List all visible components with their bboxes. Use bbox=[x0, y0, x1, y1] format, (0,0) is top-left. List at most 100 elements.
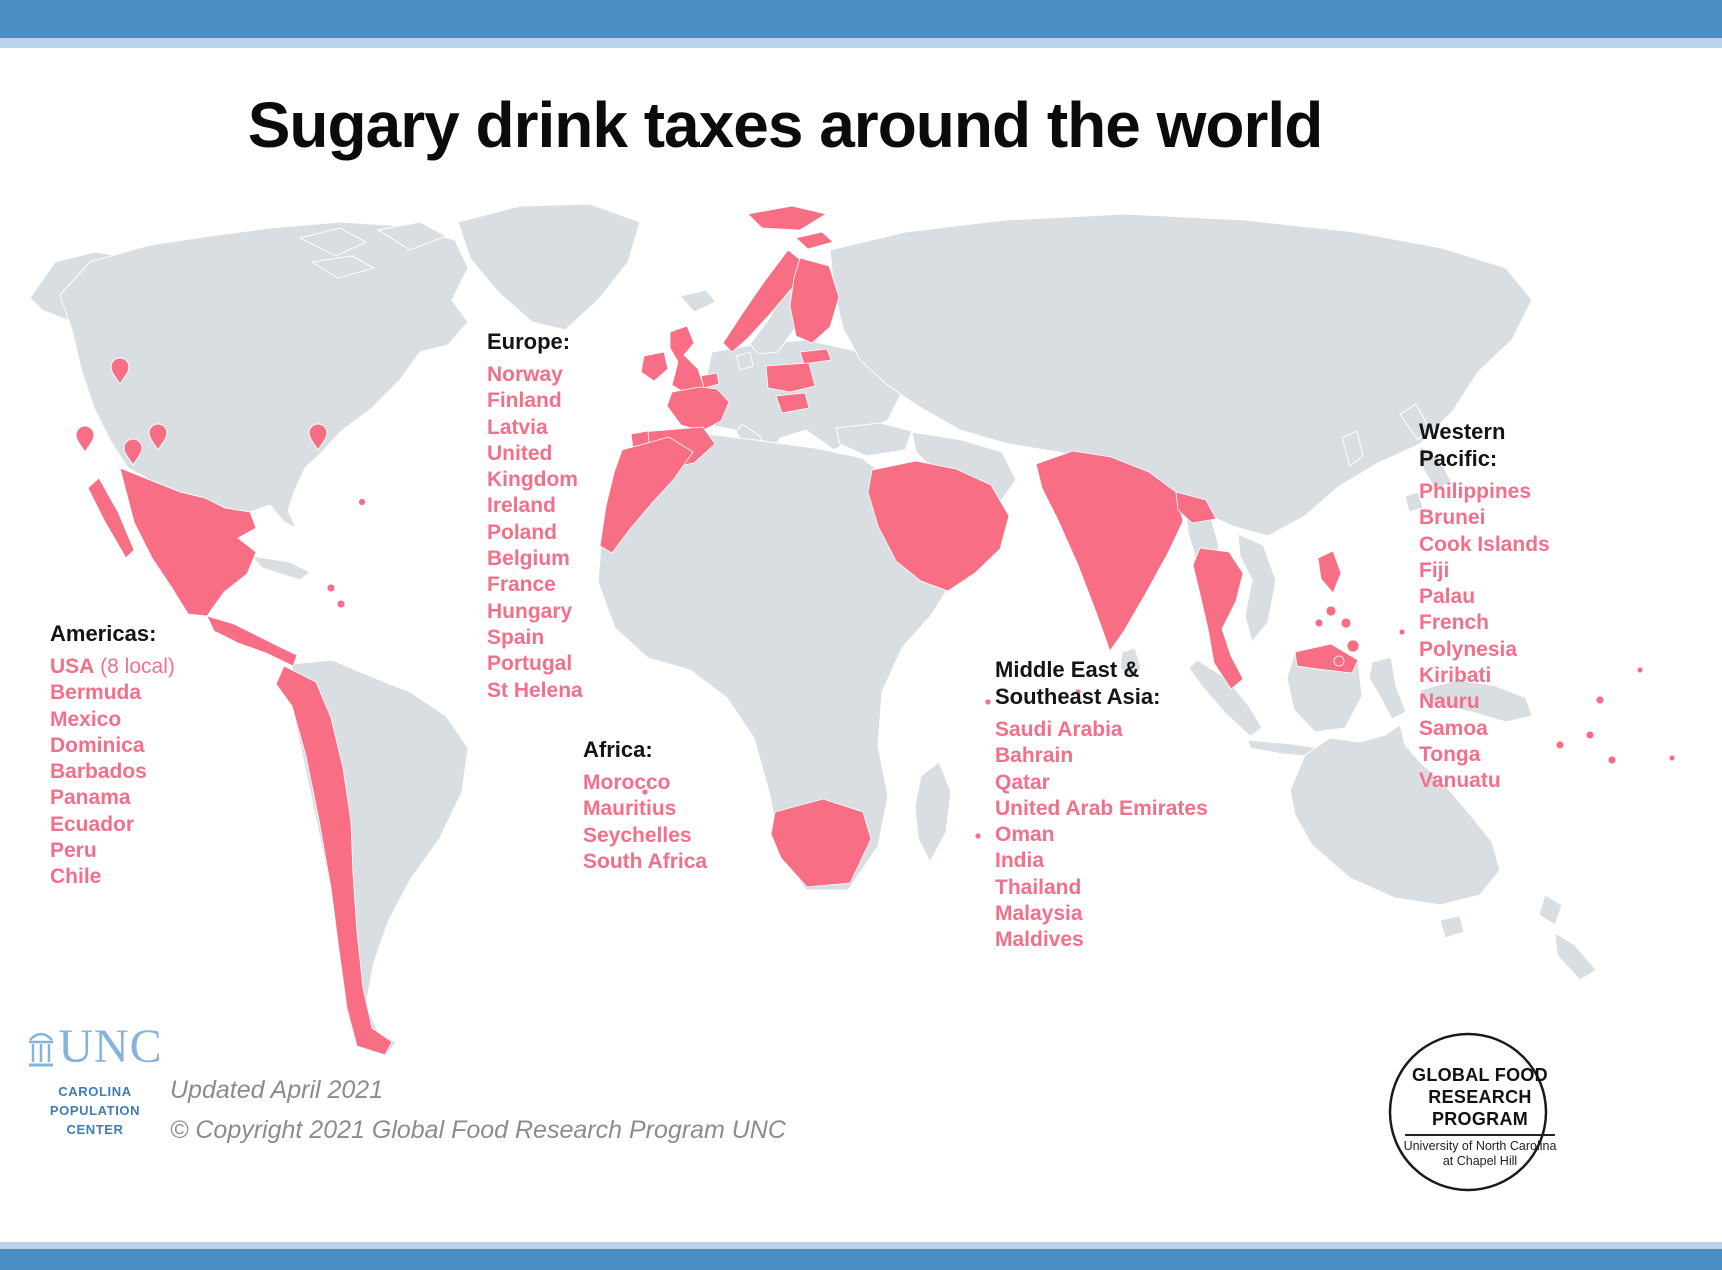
map-region-andes bbox=[275, 665, 393, 1056]
map-region-africa bbox=[597, 431, 953, 891]
map-country-united-kingdom bbox=[669, 325, 705, 396]
country-label: Ecuador bbox=[50, 812, 135, 836]
map-country-philippines bbox=[1314, 618, 1324, 628]
map-region-north-america bbox=[59, 221, 469, 530]
region-heading-western-pacific: Western Pacific: bbox=[1419, 419, 1506, 471]
region-middle-east-southeast-asia: Middle East & Southeast Asia: Saudi Arab… bbox=[995, 656, 1305, 954]
region-heading-europe: Europe: bbox=[487, 329, 571, 354]
country-label: Latvia bbox=[487, 415, 548, 439]
gfrp-text: GLOBAL FOOD RESEARCH PROGRAM University … bbox=[1378, 1064, 1582, 1169]
map-dot-fiji bbox=[1585, 730, 1595, 740]
country-label: Seychelles bbox=[583, 823, 692, 847]
unc-logo-row: UNC bbox=[20, 1020, 170, 1073]
map-pin-icon bbox=[308, 423, 328, 451]
map-region-baja-california bbox=[87, 477, 135, 559]
region-list-americas: USA (8 local) Bermuda Mexico Dominica Barbad… bbox=[50, 654, 270, 891]
map-country-south-africa bbox=[770, 798, 872, 888]
country-label: Norway bbox=[487, 363, 563, 386]
country-label: Belgium bbox=[487, 547, 570, 571]
cpc-line: POPULATION bbox=[49, 1103, 141, 1118]
map-country-latvia bbox=[799, 348, 832, 365]
page-title: Sugary drink taxes around the world bbox=[247, 89, 1324, 161]
country-label: Thailand bbox=[995, 875, 1082, 899]
region-heading-americas: Americas: bbox=[50, 621, 157, 646]
map-country-korea bbox=[1341, 430, 1364, 467]
map-dot-barbados bbox=[336, 599, 346, 609]
country-label: St Helena bbox=[487, 678, 583, 702]
map-dot-mauritius bbox=[974, 832, 982, 840]
country-label: Bermuda bbox=[50, 681, 142, 705]
map-country-japan bbox=[1404, 491, 1424, 513]
map-region-greenland bbox=[457, 203, 641, 331]
country-label: French Polynesia bbox=[1419, 611, 1518, 661]
map-region-arctic-islands bbox=[376, 221, 448, 251]
map-country-turkey bbox=[835, 422, 913, 457]
country-label: Bahrain bbox=[995, 744, 1074, 768]
map-country-philippines bbox=[1340, 617, 1352, 629]
map-country-poland bbox=[765, 362, 816, 393]
country-label: Mauritius bbox=[583, 797, 677, 821]
map-region-arctic-islands bbox=[298, 227, 368, 257]
map-region-central-america bbox=[206, 615, 298, 667]
unc-wordmark: UNC bbox=[58, 1020, 163, 1073]
bottom-bar-accent bbox=[0, 1242, 1722, 1249]
region-heading-africa: Africa: bbox=[583, 737, 653, 762]
region-list-western-pacific: Philippines Brunei Cook Islands Fiji Palau Fr… bbox=[1419, 479, 1581, 795]
country-label: USA (8 local) bbox=[50, 655, 175, 678]
country-label: Fiji bbox=[1419, 558, 1450, 582]
country-label: United Kingdom bbox=[487, 441, 578, 492]
country-label: Panama bbox=[50, 786, 131, 810]
old-well-icon bbox=[29, 1032, 54, 1067]
country-label: Cook Islands bbox=[1419, 532, 1550, 556]
map-country-madagascar bbox=[914, 761, 952, 864]
map-pin-icon bbox=[75, 425, 95, 453]
bottom-bar bbox=[0, 1249, 1722, 1270]
map-country-hungary bbox=[775, 392, 810, 414]
map-region-iceland bbox=[679, 289, 717, 313]
map-country-thailand-malaysia bbox=[1192, 547, 1244, 690]
carolina-population-center-label: CAROLINA POPULATION CENTER bbox=[20, 1082, 170, 1139]
map-dot-samoa bbox=[1595, 695, 1605, 705]
country-label: Oman bbox=[995, 823, 1055, 847]
copyright-text: © Copyright 2021 Global Food Research Pr… bbox=[170, 1116, 786, 1144]
country-label: Mexico bbox=[50, 707, 122, 731]
map-country-new-zealand bbox=[1538, 894, 1563, 926]
map-island-tasmania bbox=[1439, 915, 1465, 939]
map-country-denmark bbox=[735, 351, 754, 371]
map-country-sri-lanka bbox=[1119, 647, 1142, 681]
map-dot-maldives bbox=[1074, 688, 1082, 696]
map-country-australia bbox=[1289, 724, 1501, 906]
map-dot-tonga bbox=[1607, 755, 1617, 765]
cpc-line: CAROLINA bbox=[58, 1084, 132, 1099]
map-country-japan bbox=[1419, 444, 1452, 492]
map-country-belgium bbox=[700, 372, 720, 389]
region-americas: Americas: USA (8 local) Bermuda Mexico Domi… bbox=[50, 620, 270, 891]
region-western-pacific: Western Pacific: Philippines Brunei Cook I… bbox=[1419, 418, 1581, 795]
gfrp-divider bbox=[1405, 1134, 1555, 1136]
us-local-tax-pins bbox=[75, 357, 328, 466]
map-country-philippines bbox=[1325, 605, 1337, 617]
country-label: Barbados bbox=[50, 760, 147, 784]
map-pin-icon bbox=[148, 423, 168, 451]
map-country-ireland bbox=[640, 351, 669, 382]
map-country-philippines bbox=[1317, 550, 1342, 594]
country-label: Ireland bbox=[487, 494, 556, 518]
map-country-new-zealand bbox=[1554, 932, 1597, 981]
map-region-svalbard bbox=[747, 205, 828, 231]
map-pin-icon bbox=[110, 357, 130, 385]
country-label: Spain bbox=[487, 625, 545, 649]
gfrp-circle-icon bbox=[1388, 1032, 1548, 1192]
map-region-cuba bbox=[250, 555, 311, 581]
country-label: Samoa bbox=[1419, 716, 1488, 740]
gfrp-title-line: RESEARCH PROGRAM bbox=[1428, 1087, 1532, 1129]
map-pin-icon bbox=[123, 438, 143, 466]
map-country-france bbox=[666, 386, 730, 432]
map-region-arabian-peninsula bbox=[867, 460, 1010, 592]
map-island-sumatra bbox=[1188, 659, 1263, 737]
country-label: Qatar bbox=[995, 770, 1050, 794]
map-country-philippines bbox=[1346, 639, 1360, 653]
map-country-philippines bbox=[1333, 655, 1345, 667]
map-country-india bbox=[1175, 491, 1217, 524]
gfrp-subtitle-line: at Chapel Hill bbox=[1442, 1154, 1518, 1168]
